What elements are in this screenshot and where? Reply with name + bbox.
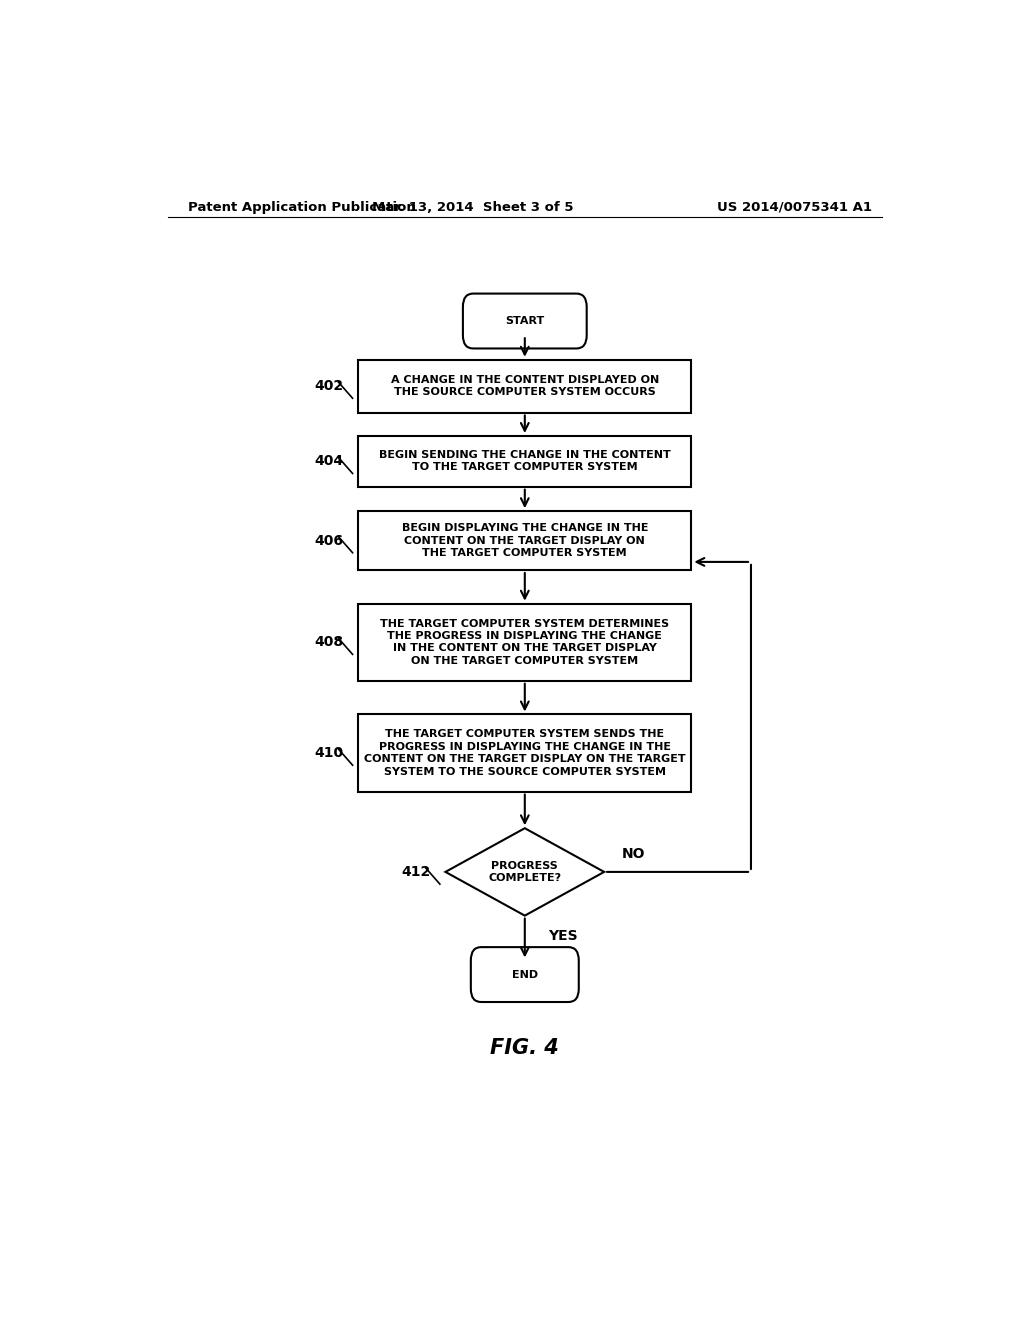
Text: FIG. 4: FIG. 4: [490, 1038, 559, 1057]
Bar: [358, 714, 691, 792]
Text: 408: 408: [314, 635, 344, 649]
Text: BEGIN DISPLAYING THE CHANGE IN THE
CONTENT ON THE TARGET DISPLAY ON
THE TARGET C: BEGIN DISPLAYING THE CHANGE IN THE CONTE…: [401, 523, 648, 558]
Text: Mar. 13, 2014  Sheet 3 of 5: Mar. 13, 2014 Sheet 3 of 5: [373, 201, 574, 214]
Text: US 2014/0075341 A1: US 2014/0075341 A1: [717, 201, 872, 214]
Text: START: START: [505, 315, 545, 326]
Text: BEGIN SENDING THE CHANGE IN THE CONTENT
TO THE TARGET COMPUTER SYSTEM: BEGIN SENDING THE CHANGE IN THE CONTENT …: [379, 450, 671, 473]
Text: 412: 412: [401, 865, 431, 879]
FancyBboxPatch shape: [463, 293, 587, 348]
Text: NO: NO: [622, 846, 645, 861]
Bar: [358, 603, 691, 681]
Text: Patent Application Publication: Patent Application Publication: [187, 201, 416, 214]
Bar: [358, 436, 691, 487]
Text: YES: YES: [549, 929, 579, 942]
Text: PROGRESS
COMPLETE?: PROGRESS COMPLETE?: [488, 861, 561, 883]
Bar: [358, 511, 691, 570]
Polygon shape: [445, 828, 604, 916]
Text: THE TARGET COMPUTER SYSTEM SENDS THE
PROGRESS IN DISPLAYING THE CHANGE IN THE
CO: THE TARGET COMPUTER SYSTEM SENDS THE PRO…: [364, 730, 686, 776]
Text: END: END: [512, 970, 538, 979]
Text: 410: 410: [314, 746, 344, 760]
FancyBboxPatch shape: [471, 948, 579, 1002]
Text: 402: 402: [314, 379, 344, 393]
Text: A CHANGE IN THE CONTENT DISPLAYED ON
THE SOURCE COMPUTER SYSTEM OCCURS: A CHANGE IN THE CONTENT DISPLAYED ON THE…: [391, 375, 658, 397]
Text: 406: 406: [314, 533, 343, 548]
Text: THE TARGET COMPUTER SYSTEM DETERMINES
THE PROGRESS IN DISPLAYING THE CHANGE
IN T: THE TARGET COMPUTER SYSTEM DETERMINES TH…: [380, 619, 670, 665]
Bar: [358, 359, 691, 412]
Text: 404: 404: [314, 454, 344, 469]
